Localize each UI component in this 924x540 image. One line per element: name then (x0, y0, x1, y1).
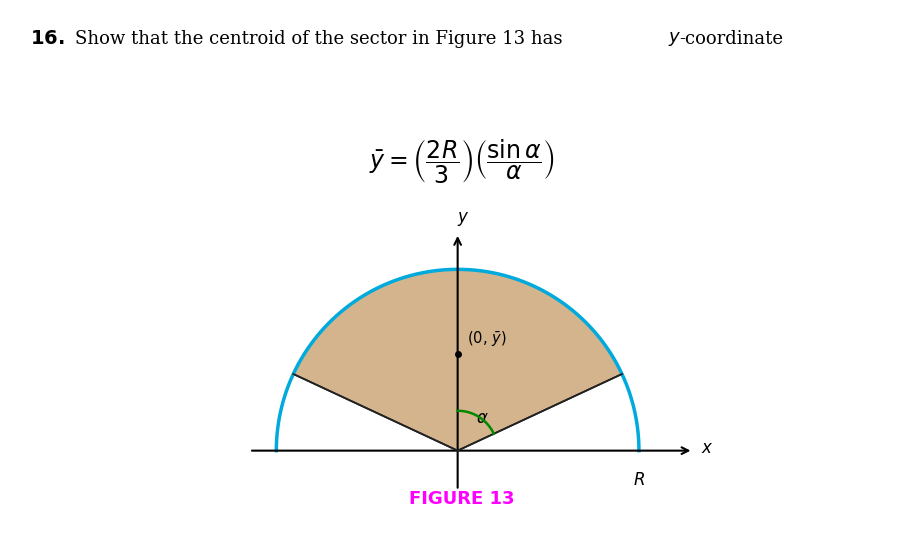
Text: $\mathbf{16.}$: $\mathbf{16.}$ (30, 30, 65, 48)
Text: $R$: $R$ (633, 472, 645, 489)
Text: $x$: $x$ (700, 440, 713, 457)
Text: $y$: $y$ (456, 210, 469, 228)
Text: $(0,\,\bar{y})$: $(0,\,\bar{y})$ (467, 329, 506, 349)
Text: $y$: $y$ (668, 30, 681, 48)
Text: $\bar{y} = \left(\dfrac{2R}{3}\right)\left(\dfrac{\sin\alpha}{\alpha}\right)$: $\bar{y} = \left(\dfrac{2R}{3}\right)\le… (369, 138, 555, 186)
Wedge shape (293, 269, 622, 451)
Text: Show that the centroid of the sector in Figure 13 has: Show that the centroid of the sector in … (75, 30, 568, 48)
Text: FIGURE 13: FIGURE 13 (409, 490, 515, 508)
Text: $\alpha$: $\alpha$ (476, 409, 489, 427)
Text: -coordinate: -coordinate (679, 30, 783, 48)
